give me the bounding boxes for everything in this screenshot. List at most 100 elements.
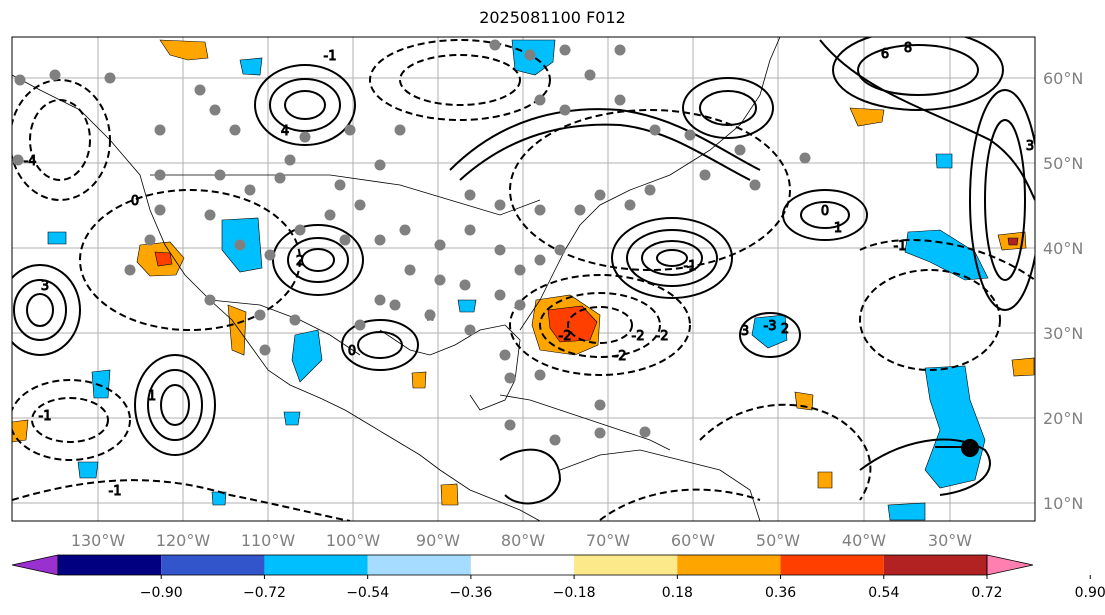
anomaly-patch [935,153,953,169]
shaded-anomalies [12,39,1035,521]
anomaly-patch [291,329,323,383]
observation-dot [424,309,436,321]
contour-label: 6 [881,47,889,62]
observation-dot [339,234,351,246]
contour-line [859,239,1035,281]
contour-line [499,448,562,505]
longitude-label: 70°W [586,531,630,550]
colorbar-segment [161,555,265,575]
contour-line [12,264,81,356]
observation-dot [594,427,606,439]
anomaly-patch [154,251,173,267]
observation-dot [344,124,356,136]
observation-dot [594,189,606,201]
observation-dot [464,324,476,336]
observation-dot [264,249,276,261]
negative-contours [12,39,1035,521]
observation-dot [749,179,761,191]
colorbar-tick-label: 0.18 [662,585,693,601]
colorbar-tick-label: −0.54 [346,585,389,601]
anomaly-patch [457,299,477,313]
observation-dot [294,224,306,236]
contour-line [611,217,733,299]
contour-label: -1 [39,409,52,424]
observation-dot [374,294,386,306]
longitude-label: 80°W [501,531,545,550]
anomaly-patch [817,471,833,489]
contour-line [699,90,757,126]
anomaly-patch [904,229,989,281]
contour-label: 1 [834,221,842,236]
observation-dot [259,344,271,356]
anomaly-patch [411,371,427,389]
contour-line [12,79,111,201]
contour-line [509,109,791,271]
colorbar-extend-low [11,554,59,576]
observation-dot [404,264,416,276]
colorbar-tick-label: 0.54 [868,585,899,601]
contour-label: -2 [614,349,627,364]
anomaly-patch [794,391,814,411]
colorbar-segment [574,555,678,575]
observation-dot [154,124,166,136]
longitude-label: 90°W [416,531,460,550]
observation-dot [154,204,166,216]
colorbar-segment [883,555,987,575]
latitude-label: 60°N [1043,69,1083,88]
observation-dot [154,169,166,181]
contour-line [12,479,351,521]
observation-dot [234,239,246,251]
contour-label: -1 [894,239,907,254]
observation-dot [524,49,536,61]
colorbar-segment [264,555,368,575]
observation-dot [534,204,546,216]
observation-dot [334,179,346,191]
anomaly-patch [91,369,111,399]
contour-line [626,229,718,287]
contour-line [539,292,661,358]
longitude-label: 60°W [671,531,715,550]
colorbar-extend-high [986,554,1034,576]
chart-title: 2025081100 F012 [479,8,626,27]
colorbar-tick-label: −0.36 [449,585,492,601]
observation-dot [464,189,476,201]
contour-label: -3 [764,319,777,334]
contour-line [641,240,703,276]
contour-label: 4 [281,124,289,139]
longitude-label: 120°W [156,531,211,550]
observation-dot [614,44,626,56]
contour-line [26,293,54,327]
contour-line [357,331,403,359]
observation-dot [49,69,61,81]
contour-line [12,379,131,461]
contour-line [699,403,872,501]
latitude-labels: 60°N 50°N 40°N 30°N 20°N 10°N [1043,69,1083,513]
contour-line [984,119,1026,281]
observation-dot [284,154,296,166]
us-canada-border [150,174,541,216]
observation-dot [204,294,216,306]
anomaly-patch [47,231,67,245]
contour-line [31,397,109,443]
contour-line [800,201,850,229]
contour-line [254,64,356,146]
contour-label: 3 [741,324,749,339]
contour-line [272,224,364,296]
contour-label: -2 [559,329,572,344]
observation-dot [434,239,446,251]
anomaly-patch [1007,237,1019,246]
contour-line [369,39,551,121]
observation-dot [554,244,566,256]
colorbar-frame [57,554,988,576]
observation-dot [374,159,386,171]
colorbar-segment [677,555,781,575]
coastlines [12,37,781,521]
observation-dots [12,39,811,446]
observation-dot [624,199,636,211]
contour-line [857,44,979,96]
observation-dot [124,264,136,276]
colorbar: −0.90 −0.72 −0.54 −0.36 −0.18 0.18 0.36 0.54 0.7… [11,554,1105,601]
colorbar-tick-label: −0.90 [140,585,183,601]
contour-line [147,369,203,441]
